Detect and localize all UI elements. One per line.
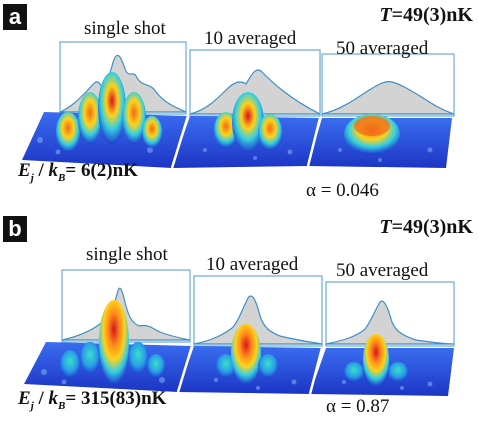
surface-peaks-50 <box>344 334 408 386</box>
profile-curve-10 <box>189 69 321 115</box>
panel-b-graphics <box>24 269 455 396</box>
profile-frame-50 <box>321 53 455 117</box>
energy-ratio: Ej / kB= 6(2)nK <box>18 160 138 184</box>
temperature-label: T=49(3)nK <box>379 216 473 238</box>
panel-a: a T=49(3)nK single shot 10 averaged 50 a… <box>3 4 473 201</box>
alpha-value: α = 0.046 <box>306 180 379 201</box>
panel-label: b <box>3 216 27 242</box>
surface-peaks-single <box>60 300 165 384</box>
column-label-10-averaged: 10 averaged <box>204 28 297 49</box>
profile-frame-10 <box>189 49 321 117</box>
column-label-50-averaged: 50 averaged <box>336 260 429 281</box>
panel-b: b T=49(3)nK single shot 10 averaged 50 a… <box>0 212 479 424</box>
surface-noise <box>41 369 433 390</box>
column-label-single-shot: single shot <box>84 18 166 39</box>
profile-curve-50 <box>325 300 455 345</box>
surface-peaks-single <box>56 72 162 152</box>
surface-peaks-50 <box>344 114 400 154</box>
energy-ratio: Ej / kB= 315(83)nK <box>18 388 167 412</box>
surface-peaks-10 <box>214 92 282 152</box>
temperature-label: T=49(3)nK <box>379 4 473 26</box>
profile-frame-10 <box>193 275 323 347</box>
panel-label: a <box>3 4 27 30</box>
profile-curve-50 <box>321 81 455 115</box>
profile-frame-50 <box>325 281 455 347</box>
column-label-10-averaged: 10 averaged <box>206 254 299 275</box>
alpha-value: α = 0.87 <box>326 396 390 417</box>
panel-a-graphics <box>22 41 455 169</box>
profile-curve-10 <box>193 295 323 345</box>
surface-peaks-10 <box>216 324 278 384</box>
profile-curve-single <box>61 287 191 341</box>
column-label-50-averaged: 50 averaged <box>336 38 429 59</box>
column-label-single-shot: single shot <box>86 244 168 265</box>
